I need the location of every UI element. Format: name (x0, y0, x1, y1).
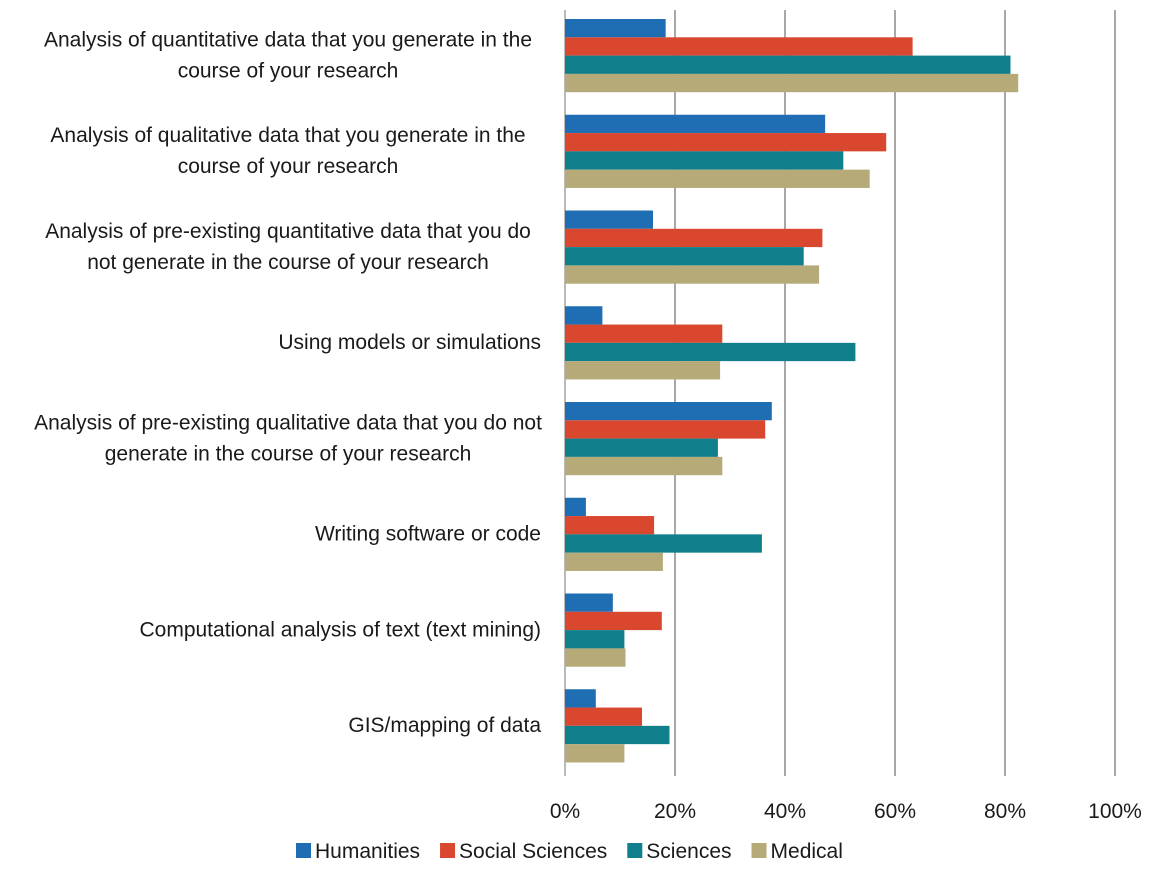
legend-item: Sciences (627, 840, 732, 863)
legend-item: Medical (751, 840, 843, 863)
bar-social-sciences (565, 324, 723, 343)
x-tick-label: 40% (764, 800, 806, 823)
category-label: Using models or simulations (278, 331, 541, 354)
bar-social-sciences (565, 37, 913, 56)
x-tick-label: 80% (984, 800, 1026, 823)
bar-medical (565, 361, 721, 380)
bar-medical (565, 552, 663, 571)
bar-humanities (565, 497, 586, 517)
x-tick-label: 60% (874, 800, 916, 823)
bars (565, 19, 1019, 763)
bar-medical (565, 169, 870, 188)
category-label: Computational analysis of text (text min… (139, 618, 541, 641)
bar-social-sciences (565, 133, 887, 152)
x-tick-label: 0% (550, 800, 580, 823)
x-axis-ticks: 0% 20% 40% 60% 80% 100% (550, 800, 1142, 823)
bar-social-sciences (565, 611, 662, 631)
legend-swatch (440, 843, 456, 858)
category-labels: Analysis of quantitative data that you g… (34, 28, 542, 737)
legend-item: Social Sciences (440, 840, 607, 863)
bar-sciences (565, 151, 844, 170)
category-label: Analysis of qualitative data that you ge… (50, 124, 525, 178)
bar-medical (565, 456, 723, 476)
bar-humanities (565, 402, 772, 421)
category-label: GIS/mapping of data (348, 714, 541, 737)
x-tick-label: 100% (1088, 800, 1142, 823)
bar-sciences (565, 534, 762, 553)
legend-swatch (296, 843, 311, 858)
category-label: Analysis of quantitative data that you g… (44, 28, 532, 82)
legend-label: Humanities (315, 840, 420, 863)
bar-sciences (565, 247, 804, 266)
bar-social-sciences (565, 516, 655, 535)
bar-medical (565, 648, 626, 667)
category-label: Writing software or code (315, 523, 541, 546)
bar-humanities (565, 19, 666, 38)
bar-sciences (565, 725, 670, 745)
legend-item: Humanities (296, 840, 420, 863)
category-label: Analysis of pre-existing quantitative da… (45, 220, 531, 274)
bar-social-sciences (565, 228, 823, 248)
category-label: Analysis of pre-existing qualitative dat… (34, 411, 542, 465)
x-tick-label: 20% (654, 800, 696, 823)
bar-humanities (565, 114, 826, 134)
legend-label: Social Sciences (459, 840, 607, 863)
legend-label: Sciences (646, 840, 731, 863)
legend-swatch (627, 843, 643, 858)
bar-social-sciences (565, 707, 642, 726)
bar-sciences (565, 55, 1011, 74)
legend: Humanities Social Sciences Sciences Medical (296, 840, 843, 863)
bar-humanities (565, 689, 596, 708)
bar-sciences (565, 438, 718, 457)
bar-medical (565, 265, 820, 284)
bar-social-sciences (565, 420, 766, 439)
bar-sciences (565, 630, 625, 649)
bar-humanities (565, 210, 653, 229)
bar-medical (565, 744, 625, 763)
bar-humanities (565, 593, 613, 612)
legend-swatch (751, 843, 767, 858)
bar-humanities (565, 306, 603, 325)
bar-medical (565, 73, 1019, 93)
legend-label: Medical (771, 840, 843, 863)
bar-sciences (565, 342, 856, 362)
